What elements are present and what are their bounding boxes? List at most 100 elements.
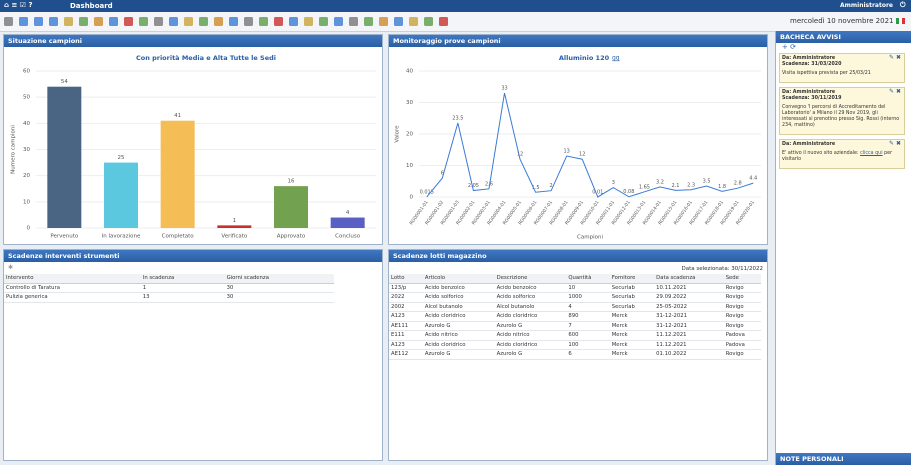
table-row[interactable]: 2022 Acido solforico Acido solforico 1000 Se…	[389, 292, 761, 303]
toolbar-icon[interactable]	[199, 17, 208, 26]
chart-title-link[interactable]: gg	[612, 55, 620, 62]
toolbar-icon[interactable]	[304, 17, 313, 26]
star[interactable]: ✱	[8, 264, 14, 271]
table-row[interactable]: Pulizia generica 13 30	[4, 292, 334, 303]
table-row[interactable]: E111 Acido nitrico Acido nitrico 600 Merck 11…	[389, 330, 761, 341]
y-tick-label: 20	[23, 173, 30, 179]
notice-text: Convegno 'I percorsi di Accreditamento d…	[782, 105, 902, 129]
value-label: 0.01	[592, 189, 603, 195]
column-header: Intervento	[4, 274, 141, 284]
cell: Merck	[609, 330, 655, 341]
x-tick-label: Pervenuto	[50, 234, 79, 240]
logout-icon[interactable]: ⏻	[900, 1, 906, 9]
sidebar-actions[interactable]: + ⟳	[782, 43, 796, 51]
toolbar-icon[interactable]	[34, 17, 43, 26]
toolbar-icon[interactable]	[349, 17, 358, 26]
cell: AE112	[389, 349, 423, 360]
cell: 6	[566, 349, 610, 360]
panel-header: Monitoraggio prove campioni	[389, 35, 767, 47]
notice-text: E' attivo il nuovo sito aziendale: clicc…	[782, 151, 902, 163]
toolbar-icon[interactable]	[289, 17, 298, 26]
notice: ✎ ✖ Da: Amministratore E' attivo il nuovo …	[779, 139, 905, 169]
cell: 7	[566, 321, 610, 331]
toolbar-icon[interactable]	[229, 17, 238, 26]
cell: Alcol butanolo	[494, 302, 567, 312]
cell: Padova	[723, 330, 761, 341]
toolbar-icon[interactable]	[244, 17, 253, 26]
cell: 01.10.2022	[654, 349, 724, 360]
value-label: 16	[288, 179, 295, 185]
toolbar-icon[interactable]	[19, 17, 28, 26]
toolbar-icon[interactable]	[334, 17, 343, 26]
cell: 1000	[566, 292, 610, 303]
cell: Acido cloridrico	[494, 311, 567, 322]
value-label: 41	[174, 113, 181, 119]
toolbar-icon[interactable]	[154, 17, 163, 26]
cell: Rovigo	[723, 283, 761, 293]
toolbar-icon[interactable]	[49, 17, 58, 26]
cell: Merck	[609, 349, 655, 360]
toolbar-icon[interactable]	[364, 17, 373, 26]
chart: Alluminio 120 gg Valore Campioni 0 10 20 30 40 0.…	[395, 54, 761, 241]
toolbar-icons[interactable]	[0, 12, 460, 31]
cell: Securlab	[609, 302, 655, 312]
notice-body: Visita ispettiva prevista per 25/03/21	[782, 71, 871, 76]
bar	[104, 162, 138, 228]
panel-header: Scadenze interventi strumenti	[4, 250, 382, 262]
notice-link[interactable]: clicca qui	[860, 151, 883, 156]
toolbar-icon[interactable]	[169, 17, 178, 26]
cell: Securlab	[609, 292, 655, 303]
toolbar-icon[interactable]	[109, 17, 118, 26]
column-header: Giorni scadenza	[224, 274, 334, 284]
sidebar: BACHECA AVVISI + ⟳ ✎ ✖ Da: Amministratore…	[775, 31, 911, 465]
cell: E111	[389, 330, 423, 341]
table-row[interactable]: Controllo di Taratura 1 30	[4, 283, 334, 293]
value-label: 2.3	[687, 182, 695, 188]
cell: Acido nitrico	[422, 330, 495, 341]
chart-title: Alluminio 120	[559, 54, 610, 62]
x-axis-label: Campioni	[577, 235, 603, 241]
table-row[interactable]: 2002 Alcol butanolo Alcol butanolo 4 Securla…	[389, 302, 761, 312]
toolbar-icon[interactable]	[64, 17, 73, 26]
y-tick-label: 60	[23, 69, 30, 75]
table-row[interactable]: A123 Acido cloridrico Acido cloridrico 890 M…	[389, 311, 761, 322]
toolbar-icon[interactable]	[409, 17, 418, 26]
notice-text: Visita ispettiva prevista per 25/03/21	[782, 71, 902, 77]
toolbar-icon[interactable]	[139, 17, 148, 26]
page-title: Dashboard	[70, 2, 113, 10]
value-label: 1.65	[639, 184, 650, 190]
toolbar-icon[interactable]	[439, 17, 448, 26]
sidebar-header: BACHECA AVVISI	[776, 31, 911, 43]
table-row[interactable]: 123/p Acido benzoico Acido benzoico 10 Secur…	[389, 283, 761, 293]
toolbar-icon[interactable]	[394, 17, 403, 26]
user-name[interactable]: Amministratore	[840, 2, 893, 9]
cell: Acido benzoico	[422, 283, 495, 293]
toolbar-icon[interactable]	[214, 17, 223, 26]
chart-title: Con priorità Media e Alta Tutte le Sedi	[136, 54, 276, 62]
toolbar-icon[interactable]	[259, 17, 268, 26]
toolbar: mercoledì 10 novembre 2021	[0, 12, 911, 32]
toolbar-icon[interactable]	[424, 17, 433, 26]
sidebar-footer[interactable]: NOTE PERSONALI	[776, 453, 911, 465]
toolbar-icon[interactable]	[94, 17, 103, 26]
notice-body: E' attivo il nuovo sito aziendale:	[782, 151, 859, 156]
cell: 100	[566, 340, 610, 350]
date: mercoledì 10 novembre 2021	[790, 17, 894, 25]
toolbar-icon[interactable]	[379, 17, 388, 26]
y-axis-label: Valore	[395, 125, 401, 143]
cell: A123	[389, 311, 423, 322]
toolbar-icon[interactable]	[274, 17, 283, 26]
column-header: Lotto	[389, 274, 423, 284]
column-header: Data scadenza	[654, 274, 724, 284]
toolbar-icon[interactable]	[79, 17, 88, 26]
table-row[interactable]: AE112 Azurolo G Azurolo G 6 Merck 01.10.2022 R…	[389, 349, 761, 360]
table-row[interactable]: AE111 Azurolo G Azurolo G 7 Merck 31-12-2021 R…	[389, 321, 761, 331]
toolbar-icon[interactable]	[124, 17, 133, 26]
value-label: 3.2	[656, 179, 664, 185]
value-label: 1	[233, 218, 237, 224]
toolbar-icon[interactable]	[4, 17, 13, 26]
table-row[interactable]: A123 Acido cloridrico Acido cloridrico 100 M…	[389, 340, 761, 350]
toolbar-icon[interactable]	[184, 17, 193, 26]
nav-icons[interactable]: ⌂ ≡ ☑ ?	[4, 1, 33, 9]
toolbar-icon[interactable]	[319, 17, 328, 26]
